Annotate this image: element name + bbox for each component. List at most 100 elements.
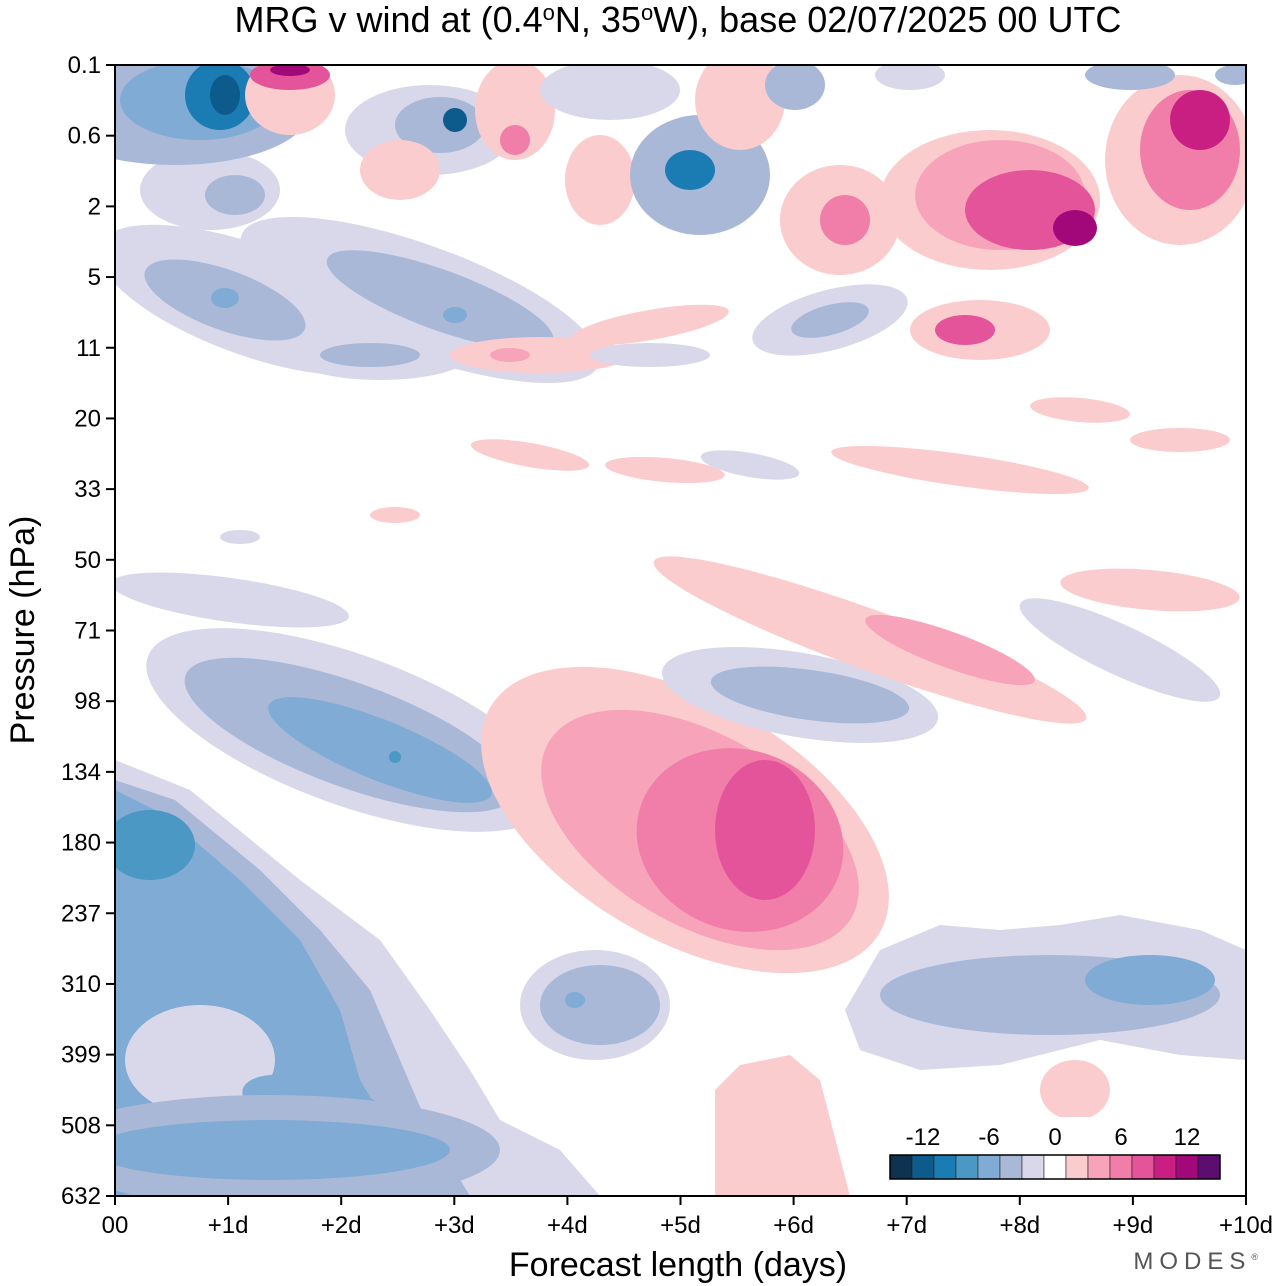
contour-region bbox=[565, 992, 585, 1008]
contour-region bbox=[1085, 65, 1175, 90]
x-tick-label: +5d bbox=[660, 1212, 701, 1239]
legend-swatch bbox=[999, 1154, 1023, 1180]
x-axis-label: Forecast length (days) bbox=[509, 1246, 847, 1284]
legend-swatch bbox=[1131, 1154, 1155, 1180]
contour-region bbox=[220, 530, 260, 544]
legend-swatch bbox=[1043, 1154, 1067, 1180]
x-tick-label: 00 bbox=[102, 1212, 129, 1239]
x-tick-label: +4d bbox=[547, 1212, 588, 1239]
y-tick-label: 399 bbox=[61, 1042, 101, 1069]
contour-region bbox=[540, 65, 680, 120]
contour-region bbox=[205, 175, 265, 215]
contour-region bbox=[115, 572, 349, 628]
contour-region bbox=[270, 65, 310, 76]
contour-region bbox=[831, 445, 1089, 495]
contour-region bbox=[1040, 1060, 1110, 1120]
contour-region bbox=[211, 288, 239, 308]
contour-region bbox=[820, 195, 870, 245]
contour-region bbox=[115, 810, 195, 880]
legend-swatch bbox=[911, 1154, 935, 1180]
contour-region bbox=[715, 760, 815, 900]
contour-region bbox=[1130, 428, 1230, 452]
legend-swatch bbox=[933, 1154, 957, 1180]
y-tick-label: 632 bbox=[61, 1183, 101, 1210]
contour-region bbox=[935, 315, 995, 345]
contour-region bbox=[565, 135, 635, 225]
x-tick-label: +6d bbox=[773, 1212, 814, 1239]
y-tick-label: 180 bbox=[61, 830, 101, 857]
contour-region bbox=[700, 450, 800, 480]
legend-swatch bbox=[1087, 1154, 1111, 1180]
brand-mark: ® bbox=[1251, 1252, 1258, 1262]
y-tick-label: 20 bbox=[74, 405, 101, 432]
legend-label: 12 bbox=[1174, 1124, 1201, 1151]
legend-swatch bbox=[955, 1154, 979, 1180]
contour-region bbox=[1170, 90, 1230, 150]
x-tick-label: +3d bbox=[434, 1212, 475, 1239]
contour-region bbox=[605, 456, 725, 484]
contour-region bbox=[540, 965, 660, 1045]
brand-text: MODES bbox=[1133, 1248, 1252, 1275]
y-tick-label: 98 bbox=[74, 688, 101, 715]
contour-region bbox=[490, 348, 530, 362]
brand-logo: MODES® bbox=[1133, 1248, 1258, 1276]
contour-region bbox=[443, 108, 467, 132]
x-tick-label: +7d bbox=[886, 1212, 927, 1239]
x-tick-label: +1d bbox=[208, 1212, 249, 1239]
contour-region bbox=[1060, 568, 1240, 612]
y-tick-label: 50 bbox=[74, 547, 101, 574]
contour-region bbox=[865, 614, 1035, 686]
x-tick-label: +10d bbox=[1219, 1212, 1273, 1239]
contour-region bbox=[710, 666, 910, 724]
legend-label: 6 bbox=[1114, 1124, 1127, 1151]
legend-swatch bbox=[1175, 1154, 1199, 1180]
legend-swatch bbox=[1109, 1154, 1133, 1180]
contour-region bbox=[470, 439, 590, 471]
y-tick-label: 508 bbox=[61, 1112, 101, 1139]
contour-region bbox=[326, 250, 554, 350]
legend-swatch bbox=[1197, 1154, 1221, 1180]
y-tick-label: 71 bbox=[74, 618, 101, 645]
contour-region bbox=[450, 337, 630, 373]
contour-region bbox=[500, 125, 530, 155]
x-tick-label: +2d bbox=[321, 1212, 362, 1239]
contour-region bbox=[475, 65, 555, 160]
contour-region bbox=[389, 751, 401, 763]
y-tick-label: 33 bbox=[74, 476, 101, 503]
y-tick-label: 2 bbox=[88, 193, 101, 220]
contour-region bbox=[665, 150, 715, 190]
y-tick-label: 134 bbox=[61, 759, 101, 786]
contour-region bbox=[1053, 210, 1097, 246]
contour-region bbox=[653, 556, 1087, 724]
contour-region bbox=[590, 343, 710, 367]
contour-region bbox=[250, 65, 330, 90]
y-tick-label: 0.6 bbox=[68, 123, 101, 150]
x-tick-label: +9d bbox=[1113, 1212, 1154, 1239]
contour-region bbox=[1085, 955, 1215, 1005]
legend-swatch bbox=[889, 1154, 913, 1180]
legend-swatch bbox=[1153, 1154, 1177, 1180]
legend-label: 0 bbox=[1048, 1124, 1061, 1151]
contour-region bbox=[715, 1055, 850, 1196]
legend-swatch bbox=[977, 1154, 1001, 1180]
contour-region bbox=[360, 140, 440, 200]
contour-region bbox=[765, 65, 825, 110]
contour-region bbox=[320, 343, 420, 367]
y-axis: 0.1 0.6 2 5 11 20 33 50 71 98 134 180 237 310 399 508 63… bbox=[61, 52, 115, 1210]
contour-region bbox=[125, 1005, 275, 1115]
legend-label: -6 bbox=[978, 1124, 999, 1151]
y-axis-label: Pressure (hPa) bbox=[4, 516, 42, 745]
y-tick-label: 310 bbox=[61, 971, 101, 998]
contour-region bbox=[210, 75, 240, 115]
contour-region bbox=[791, 302, 869, 338]
colorbar-legend: -12 -6 0 6 12 bbox=[884, 1117, 1226, 1187]
y-tick-label: 11 bbox=[76, 335, 101, 362]
legend-label: -12 bbox=[906, 1124, 941, 1151]
x-tick-label: +8d bbox=[999, 1212, 1040, 1239]
y-tick-label: 0.1 bbox=[68, 52, 101, 79]
y-tick-label: 237 bbox=[61, 900, 101, 927]
contour-region bbox=[115, 1120, 450, 1180]
contour-region bbox=[370, 507, 420, 523]
y-tick-label: 5 bbox=[88, 264, 101, 291]
